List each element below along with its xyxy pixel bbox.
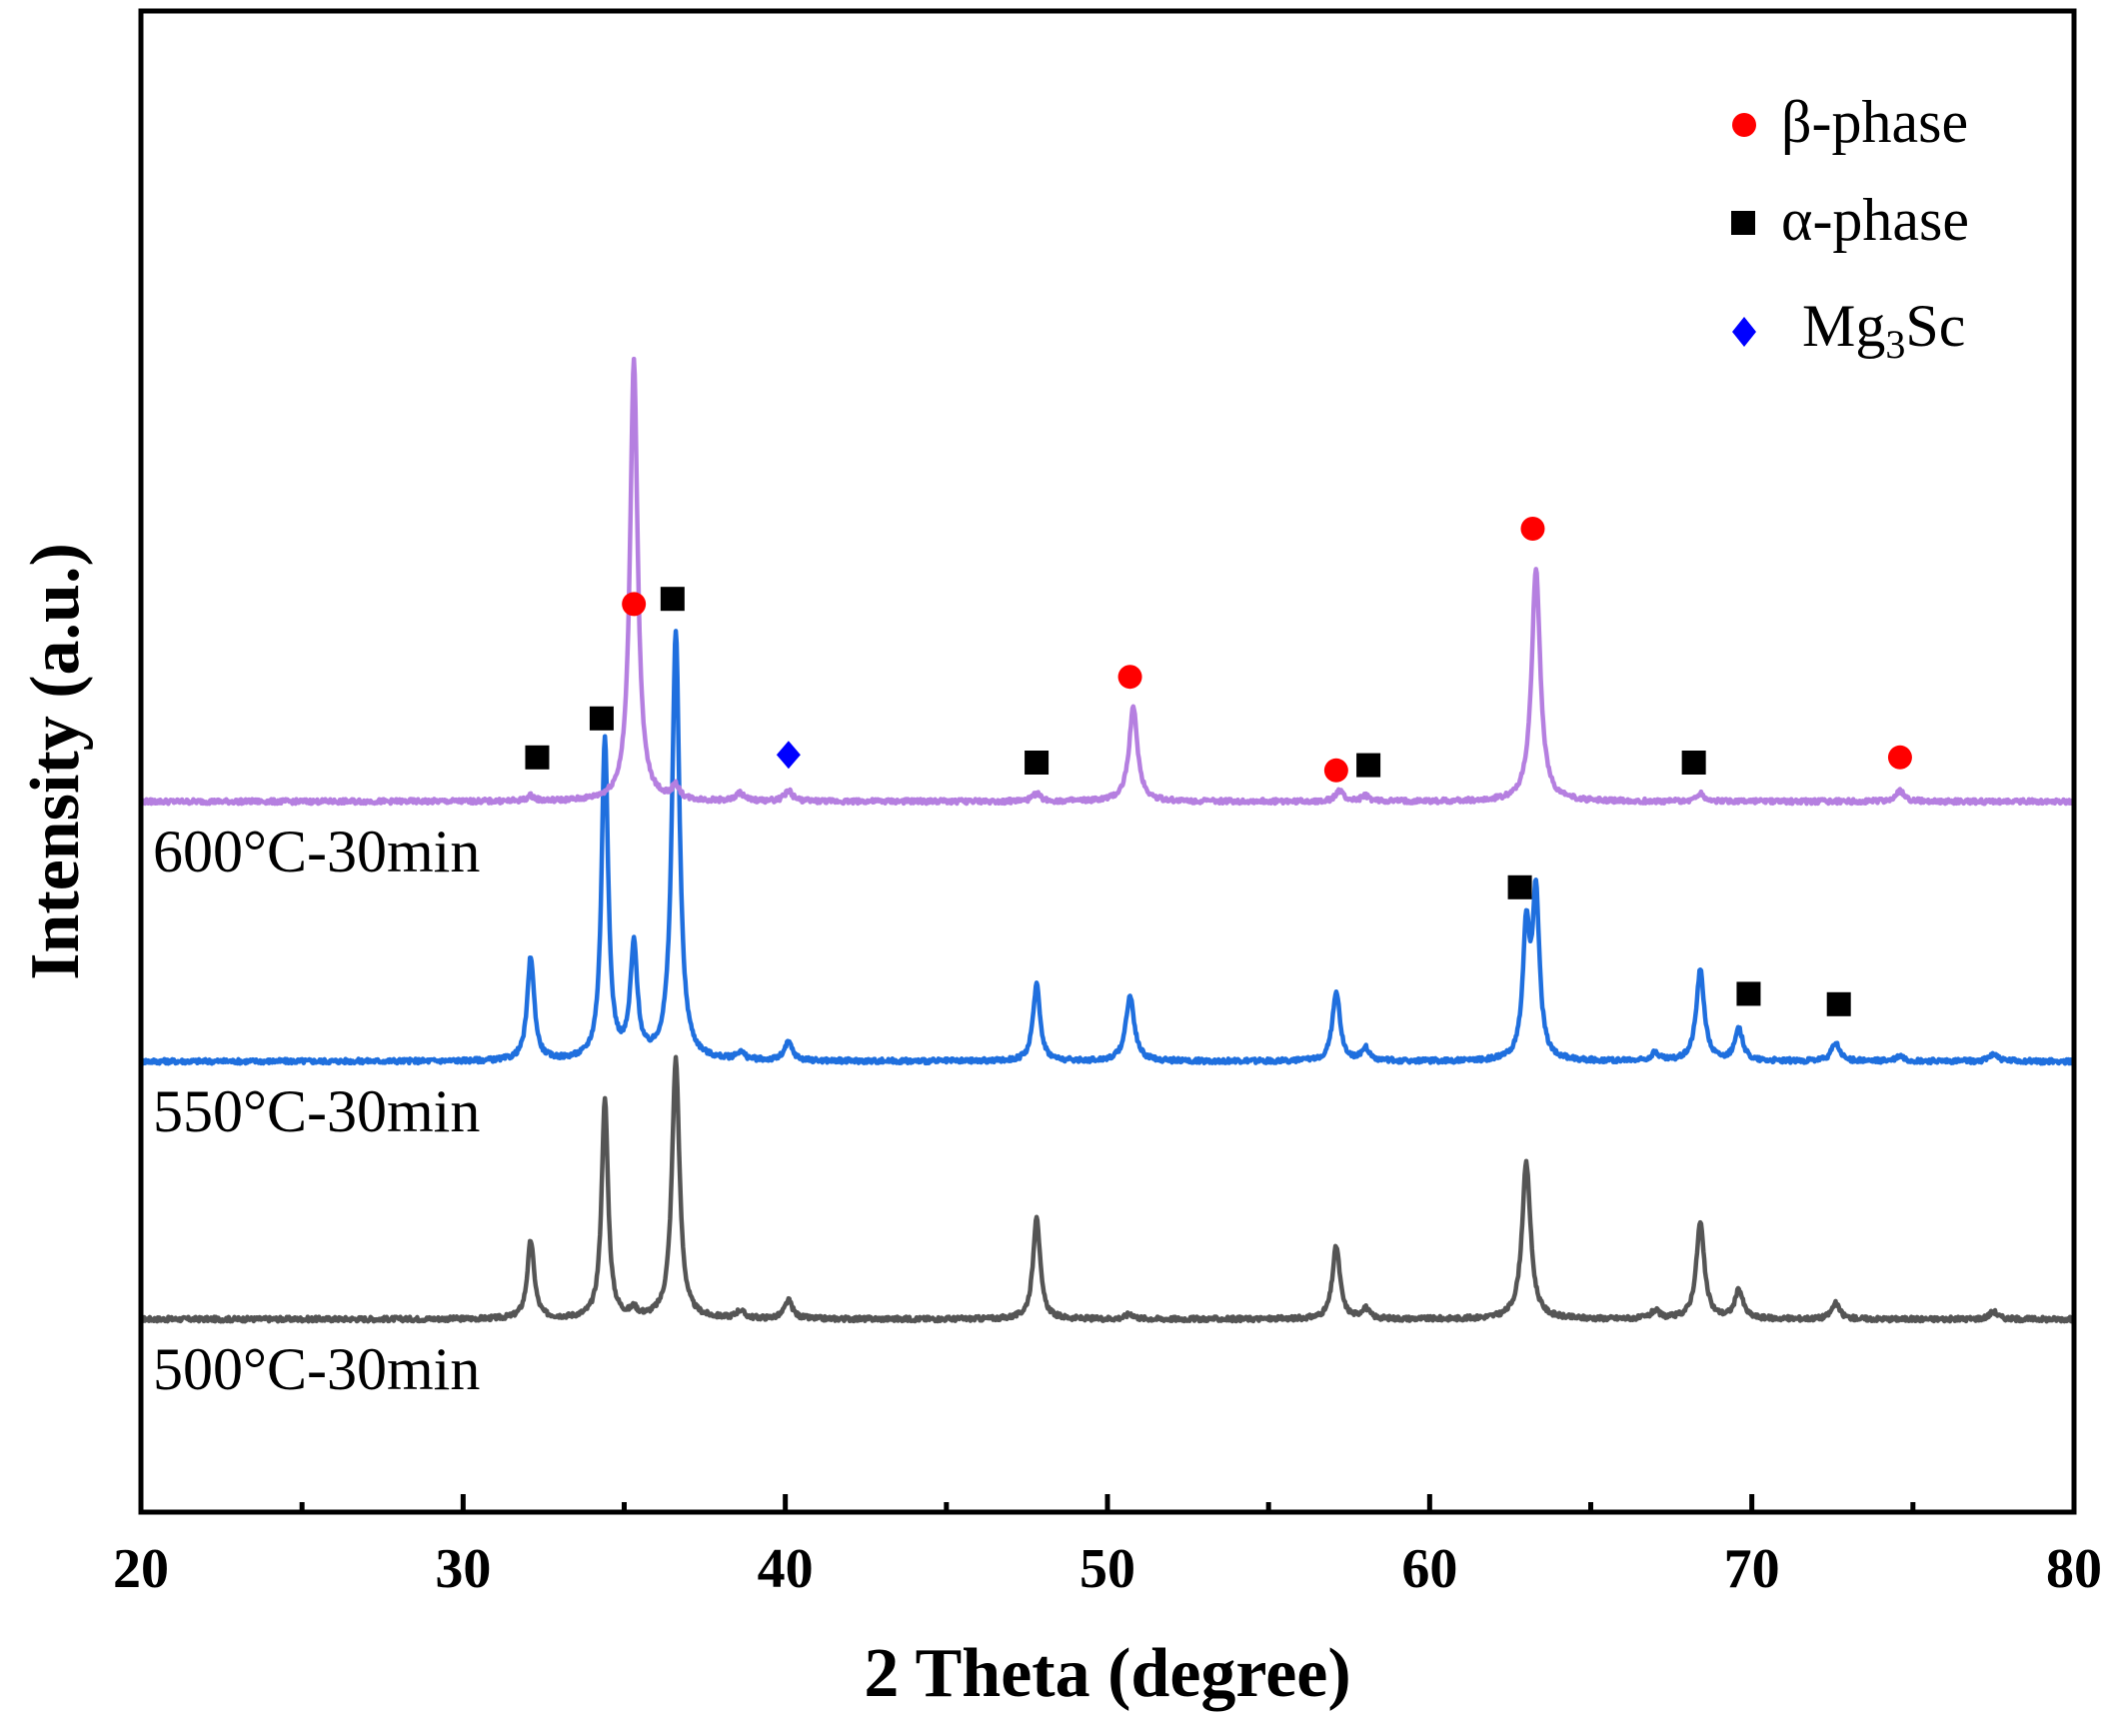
series-labels: 500°C-30min 550°C-30min 600°C-30min	[153, 819, 480, 1402]
alpha-phase-marker	[1507, 874, 1532, 899]
alpha-phase-marker	[1356, 753, 1381, 778]
x-tick-label: 50	[1079, 1538, 1135, 1600]
x-tick-label: 60	[1401, 1538, 1457, 1600]
alpha-phase-marker	[589, 706, 614, 731]
beta-phase-marker	[1323, 758, 1348, 783]
legend: β-phase α-phase Mg3Sc	[1731, 89, 1969, 367]
alpha-phase-marker	[1826, 991, 1851, 1016]
series-line	[138, 629, 2077, 1066]
legend-mg3sc-text: Mg	[1802, 293, 1885, 359]
x-tick-label: 30	[435, 1538, 491, 1600]
x-axis-ticks: 20 30 40 50 60 70 80	[113, 1494, 2102, 1600]
beta-phase-marker	[622, 592, 647, 617]
series-line	[139, 1054, 2077, 1324]
series-layer	[138, 356, 2077, 1324]
legend-alpha-symbol: α	[1781, 187, 1812, 253]
series-label: 550°C-30min	[153, 1078, 480, 1144]
legend-beta-marker	[1732, 113, 1756, 137]
beta-phase-marker	[1117, 665, 1142, 690]
legend-alpha-label: α-phase	[1781, 187, 1969, 253]
series-label: 600°C-30min	[153, 819, 480, 884]
legend-mg3sc-text2: Sc	[1905, 293, 1965, 359]
series-label: 500°C-30min	[153, 1336, 480, 1402]
beta-phase-marker	[1887, 745, 1912, 770]
legend-beta-symbol: β	[1781, 89, 1812, 155]
alpha-phase-marker	[525, 745, 550, 770]
x-tick-label: 80	[2046, 1538, 2102, 1600]
legend-mg3sc-label: Mg3Sc	[1802, 293, 1965, 367]
alpha-phase-marker	[1025, 751, 1050, 775]
alpha-phase-marker	[660, 587, 685, 612]
x-tick-label: 40	[758, 1538, 814, 1600]
x-tick-label: 70	[1724, 1538, 1780, 1600]
series-line	[138, 356, 2076, 807]
legend-beta-text: -phase	[1812, 89, 1969, 155]
legend-mg3sc-marker	[1732, 317, 1756, 347]
legend-alpha-text: -phase	[1812, 187, 1969, 253]
legend-mg3sc-subscript: 3	[1885, 322, 1905, 367]
x-axis-title: 2 Theta (degree)	[864, 1635, 1350, 1712]
x-tick-label: 20	[113, 1538, 169, 1600]
legend-alpha-marker	[1731, 211, 1755, 235]
phase-marker-layer	[525, 517, 1912, 1016]
beta-phase-marker	[1520, 517, 1545, 541]
alpha-phase-marker	[1681, 751, 1706, 775]
y-axis-title: Intensity (a.u.)	[17, 543, 94, 980]
alpha-phase-marker	[1736, 981, 1761, 1006]
legend-beta-label: β-phase	[1781, 89, 1968, 155]
mg3sc-marker	[776, 741, 801, 770]
